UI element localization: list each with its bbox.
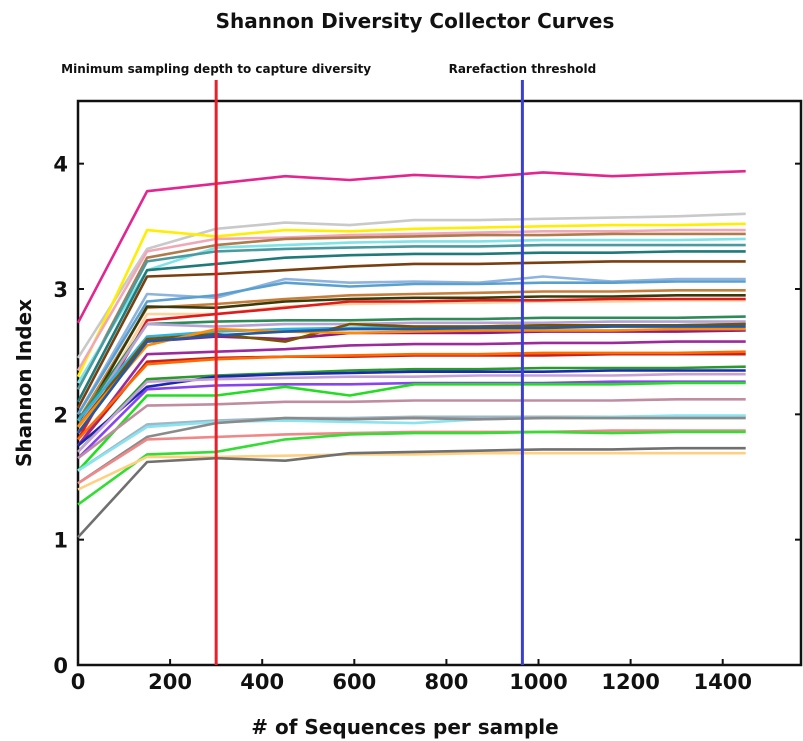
series-line-16 (76, 315, 746, 422)
x-tick-label: 1400 (693, 670, 751, 694)
series-line-9 (76, 260, 746, 409)
y-tick-label: 2 (53, 403, 68, 427)
series-line-3 (76, 222, 746, 378)
series-line-30 (77, 381, 746, 472)
series-line-25 (77, 350, 746, 441)
y-axis-label: Shannon Index (12, 299, 36, 467)
x-tick-label: 600 (332, 670, 376, 694)
series-line-1 (76, 169, 746, 324)
series-line-15 (76, 297, 746, 441)
series-line-24 (76, 340, 746, 447)
series-line-7 (76, 243, 746, 390)
series-line-21 (77, 327, 746, 428)
series-line-28 (77, 372, 746, 453)
series-line-4 (76, 228, 746, 372)
series-line-38 (77, 446, 746, 539)
series-line-12 (76, 288, 746, 422)
series-line-17 (76, 320, 746, 428)
x-tick-label: 1200 (601, 670, 659, 694)
x-tick-label: 800 (424, 670, 468, 694)
series-line-37 (77, 451, 746, 491)
series-line-26 (77, 365, 746, 453)
chart-title: Shannon Diversity Collector Curves (216, 9, 615, 33)
series-line-34 (77, 416, 746, 485)
y-tick-label: 1 (53, 529, 68, 553)
series-line-13 (76, 293, 746, 428)
x-tick-label: 200 (148, 670, 192, 694)
reference-lines: Minimum sampling depth to capture divers… (61, 62, 596, 665)
x-tick-label: 400 (240, 670, 284, 694)
series-line-22 (76, 325, 746, 434)
series-line-29 (77, 380, 746, 460)
rarefaction-threshold-label: Rarefaction threshold (449, 62, 597, 76)
series-line-36 (77, 430, 746, 506)
y-tick-label: 4 (53, 153, 68, 177)
y-tick-label: 3 (53, 278, 68, 302)
series-line-8 (76, 250, 746, 403)
x-tick-label: 0 (71, 670, 86, 694)
x-axis-label: # of Sequences per sample (251, 715, 558, 739)
x-tick-label: 1000 (509, 670, 567, 694)
y-axis-ticks: 0 1 2 3 4 (53, 153, 801, 678)
series-lines (76, 169, 746, 539)
series-line-33 (77, 414, 746, 472)
min-depth-label: Minimum sampling depth to capture divers… (61, 62, 371, 76)
x-axis-ticks: 0 200 400 600 800 1000 1200 1400 (71, 659, 752, 694)
series-line-5 (76, 232, 746, 390)
series-line-31 (77, 397, 746, 460)
series-line-11 (76, 280, 746, 415)
y-tick-label: 0 (53, 654, 68, 678)
